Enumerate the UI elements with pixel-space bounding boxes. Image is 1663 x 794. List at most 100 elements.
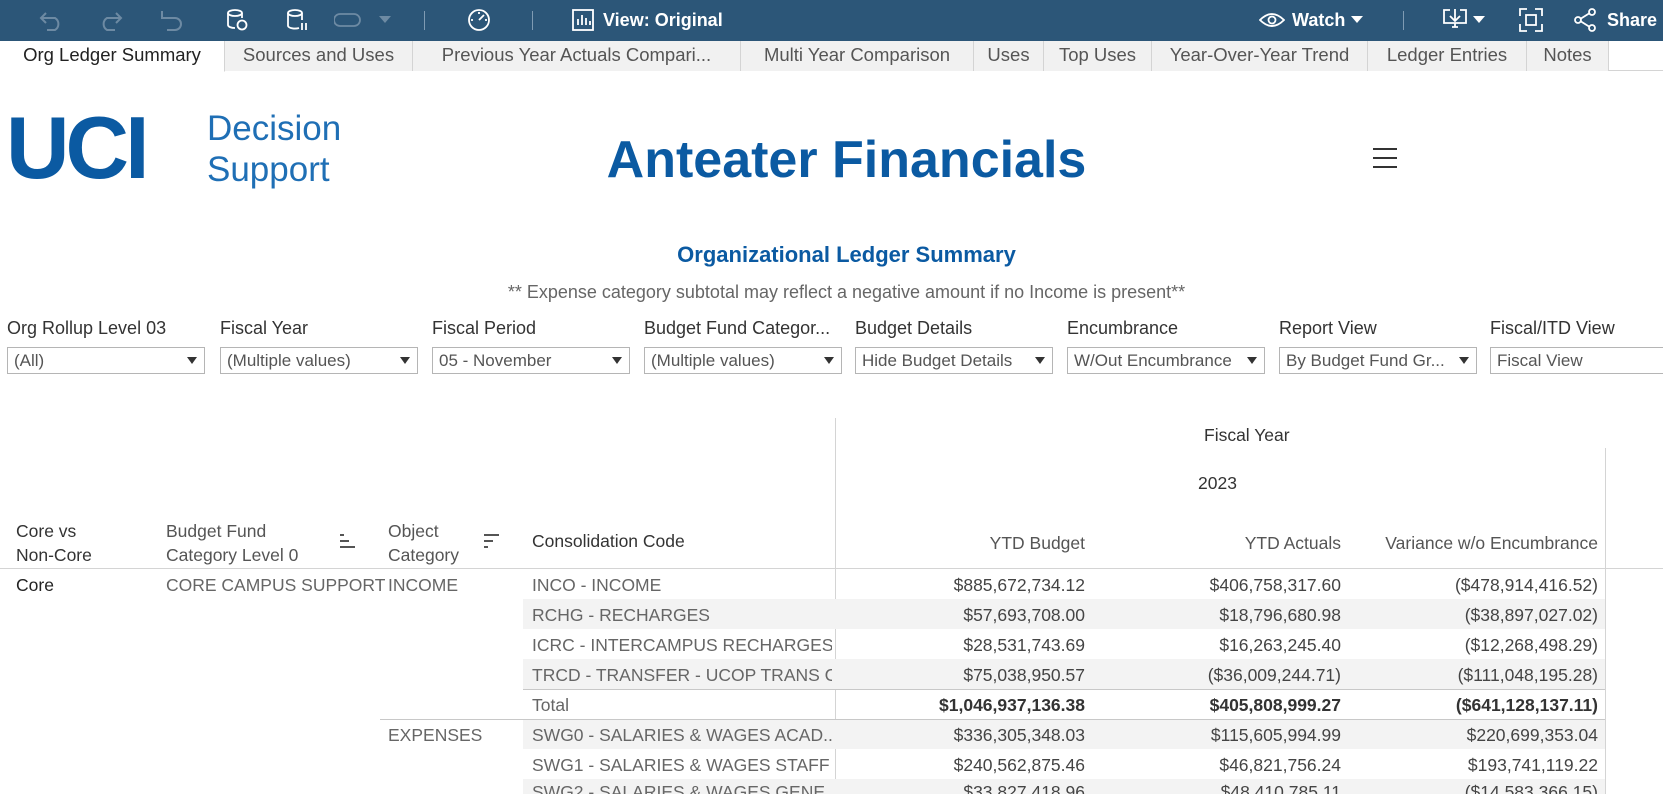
column-header-variance: Variance w/o Encumbrance [1385, 533, 1598, 553]
filter-label: Encumbrance [1067, 318, 1179, 338]
filter-report-view-dropdown[interactable]: By Budget Fund Gr... [1279, 347, 1477, 374]
ytd-actuals-value: $18,796,680.98 [1219, 605, 1341, 625]
section-divider [380, 719, 1605, 720]
ytd-actuals-value: $48,410,785.11 [1220, 782, 1341, 794]
ytd-actuals-total: $405,808,999.27 [1209, 695, 1341, 715]
watch-dropdown-icon[interactable] [1350, 8, 1364, 32]
refresh-data-icon[interactable] [224, 8, 250, 32]
tab-uses[interactable]: Uses [974, 41, 1044, 71]
filter-label: Org Rollup Level 03 [7, 318, 167, 338]
dropdown-arrow-icon [187, 357, 197, 364]
separator [424, 11, 425, 30]
column-header-core: Core vs Non-Core [16, 519, 92, 567]
row-background [523, 599, 1605, 629]
column-header-object-category: Object Category [388, 519, 459, 567]
consolidation-code: SWG0 - SALARIES & WAGES ACAD.. [532, 725, 832, 745]
header-line: Budget Fund [166, 521, 267, 541]
header-line: Core vs [16, 521, 77, 541]
consolidation-code: INCO - INCOME [532, 575, 662, 595]
filter-label: Fiscal Year [220, 318, 309, 338]
variance-value: $193,741,119.22 [1467, 755, 1598, 775]
filter-value: Hide Budget Details [862, 351, 1013, 370]
tab-top-uses[interactable]: Top Uses [1044, 41, 1152, 71]
variance-value: ($14,583,366.15) [1464, 782, 1598, 794]
download-icon[interactable] [1441, 8, 1469, 32]
filter-fiscal-itd-view-dropdown[interactable]: Fiscal View [1490, 347, 1663, 374]
tab-org-ledger-summary[interactable]: Org Ledger Summary [0, 41, 225, 72]
header-line: Category Level 0 [166, 545, 299, 565]
share-button[interactable]: Share [1607, 10, 1658, 30]
filter-budget-details-dropdown[interactable]: Hide Budget Details [855, 347, 1053, 374]
tab-sources-and-uses[interactable]: Sources and Uses [225, 41, 413, 71]
column-header-consolidation-code: Consolidation Code [532, 531, 685, 551]
sort-ascending-icon[interactable] [339, 532, 357, 555]
download-dropdown-icon[interactable] [1472, 8, 1486, 32]
filter-value: By Budget Fund Gr... [1286, 351, 1445, 370]
dropdown-arrow-icon [400, 357, 410, 364]
view-chart-icon[interactable] [570, 8, 596, 32]
revert-icon[interactable] [158, 8, 186, 32]
replay-icon[interactable] [334, 8, 362, 32]
tab-year-over-year-trend[interactable]: Year-Over-Year Trend [1152, 41, 1368, 71]
pause-updates-icon[interactable] [284, 8, 310, 32]
filter-org-rollup-dropdown[interactable]: (All) [7, 347, 205, 374]
undo-icon[interactable] [38, 8, 66, 32]
filter-value: Fiscal View [1497, 351, 1583, 370]
header-line: Non-Core [16, 545, 92, 565]
column-header-ytd-actuals: YTD Actuals [1244, 533, 1341, 553]
ytd-budget-value: $28,531,743.69 [963, 635, 1085, 655]
column-header-ytd-budget: YTD Budget [989, 533, 1085, 553]
page-title: Anteater Financials [606, 131, 1087, 189]
ytd-budget-value: $885,672,734.12 [953, 575, 1085, 595]
consolidation-code: TRCD - TRANSFER - UCOP TRANS C.. [532, 665, 832, 685]
tab-notes[interactable]: Notes [1527, 41, 1609, 71]
ytd-actuals-value: ($36,009,244.71) [1207, 665, 1341, 685]
sort-descending-icon[interactable] [483, 532, 501, 555]
dropdown-arrow-icon [1035, 357, 1045, 364]
share-icon[interactable] [1572, 8, 1598, 32]
filter-fiscal-year-dropdown[interactable]: (Multiple values) [220, 347, 418, 374]
tab-multi-year-comparison[interactable]: Multi Year Comparison [741, 41, 974, 71]
report-note: ** Expense category subtotal may reflect… [507, 282, 1186, 302]
filter-fiscal-period-dropdown[interactable]: 05 - November [432, 347, 630, 374]
header-line: Category [388, 545, 460, 565]
watch-button[interactable]: Watch [1292, 10, 1346, 30]
tab-previous-year-actuals[interactable]: Previous Year Actuals Compari... [413, 41, 741, 71]
dropdown-arrow-icon [1459, 357, 1469, 364]
redo-icon[interactable] [96, 8, 124, 32]
uci-logo: UCI [6, 98, 150, 197]
eye-icon[interactable] [1258, 8, 1286, 32]
report-subtitle: Organizational Ledger Summary [677, 242, 1016, 267]
filter-label: Report View [1279, 318, 1377, 338]
row-background [523, 779, 1605, 794]
separator [1403, 11, 1404, 30]
consolidation-code: Total [532, 695, 569, 715]
fullscreen-icon[interactable] [1517, 8, 1545, 32]
variance-value: ($111,048,195.28) [1457, 665, 1598, 685]
core-value: Core [16, 575, 54, 595]
variance-value: ($478,914,416.52) [1454, 575, 1598, 595]
ytd-actuals-value: $115,605,994.99 [1210, 725, 1341, 745]
row-background [523, 659, 1605, 689]
ytd-budget-value: $33,827,418.96 [963, 782, 1085, 794]
variance-value: ($38,897,027.02) [1464, 605, 1598, 625]
view-label[interactable]: View: Original [603, 10, 723, 30]
consolidation-code: ICRC - INTERCAMPUS RECHARGES [532, 635, 832, 655]
ytd-budget-total: $1,046,937,136.38 [939, 695, 1085, 715]
header-line: Object [388, 521, 439, 541]
replay-dropdown-icon[interactable] [378, 8, 392, 32]
filter-budget-fund-category-dropdown[interactable]: (Multiple values) [644, 347, 842, 374]
filter-encumbrance-dropdown[interactable]: W/Out Encumbrance [1067, 347, 1265, 374]
row-background [523, 719, 1605, 749]
tab-ledger-entries[interactable]: Ledger Entries [1368, 41, 1527, 71]
sheet-tabs: Org Ledger Summary Sources and Uses Prev… [0, 41, 1663, 72]
ytd-actuals-value: $46,821,756.24 [1219, 755, 1341, 775]
filter-fiscal-year: Fiscal Year (Multiple values) [220, 318, 418, 374]
filter-fiscal-period: Fiscal Period 05 - November [432, 318, 630, 374]
column-divider [1605, 448, 1606, 794]
filter-label: Fiscal/ITD View [1490, 318, 1615, 338]
filter-report-view: Report View By Budget Fund Gr... [1279, 318, 1477, 374]
menu-icon[interactable] [1373, 148, 1397, 168]
performance-icon[interactable] [465, 8, 493, 32]
filter-label: Fiscal Period [432, 318, 537, 338]
